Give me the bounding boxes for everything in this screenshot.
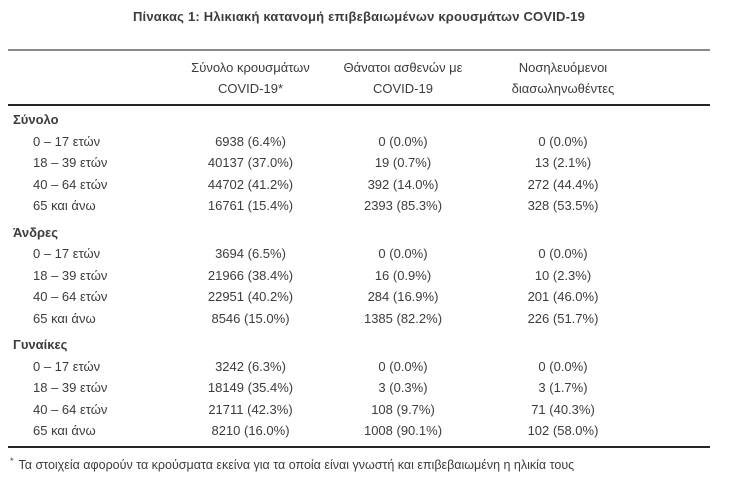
age-cell: 0 – 17 ετών bbox=[33, 358, 101, 374]
cases-cell: 3242 (6.3%) bbox=[215, 358, 286, 374]
deaths-cell: 3 (0.3%) bbox=[378, 380, 428, 395]
table-row: 18 – 39 ετών 18149 (35.4%) 3 (0.3%) 3 (1… bbox=[8, 377, 710, 399]
age-cell: 65 και άνω bbox=[33, 423, 96, 438]
cases-cell: 6938 (6.4%) bbox=[215, 133, 286, 149]
deaths-cell: 284 (16.9%) bbox=[367, 289, 439, 304]
age-cell: 18 – 39 ετών bbox=[33, 380, 108, 395]
spacer-cell bbox=[648, 308, 710, 330]
cases-cell: 16761 (15.4%) bbox=[207, 198, 294, 213]
col-header-empty bbox=[8, 50, 173, 106]
cases-cell: 40137 (37.0%) bbox=[207, 155, 294, 170]
intubated-cell: 13 (2.1%) bbox=[534, 155, 592, 170]
age-cell: 18 – 39 ετών bbox=[33, 155, 108, 170]
col-header-cases: Σύνολο κρουσμάτων COVID-19* bbox=[173, 50, 328, 106]
intubated-cell: 71 (40.3%) bbox=[531, 401, 595, 417]
col-header-intubated-line1: Νοσηλευόμενοι bbox=[518, 60, 608, 75]
col-header-intubated-line2: διασωληνωθέντες bbox=[511, 81, 615, 96]
cases-cell: 44702 (41.2%) bbox=[207, 176, 294, 192]
spacer-cell bbox=[648, 356, 710, 378]
intubated-cell: 0 (0.0%) bbox=[538, 133, 588, 149]
age-cell: 0 – 17 ετών bbox=[33, 246, 101, 261]
deaths-cell: 2393 (85.3%) bbox=[363, 198, 443, 213]
table-row: 40 – 64 ετών 21711 (42.3%) 108 (9.7%) 71… bbox=[8, 399, 710, 421]
covid-age-table: Σύνολο κρουσμάτων COVID-19* Θάνατοι ασθε… bbox=[8, 49, 710, 448]
spacer-cell bbox=[648, 265, 710, 287]
table-row: 40 – 64 ετών 22951 (40.2%) 284 (16.9%) 2… bbox=[8, 286, 710, 308]
spacer-cell bbox=[648, 286, 710, 308]
intubated-cell: 328 (53.5%) bbox=[527, 198, 599, 213]
section-women: Γυναίκες bbox=[8, 329, 710, 356]
cases-cell: 22951 (40.2%) bbox=[207, 289, 294, 304]
table-row: 65 και άνω 8210 (16.0%) 1008 (90.1%) 102… bbox=[8, 420, 710, 447]
table-row: 40 – 64 ετών 44702 (41.2%) 392 (14.0%) 2… bbox=[8, 174, 710, 196]
col-header-spacer bbox=[648, 50, 710, 106]
table-row: 65 και άνω 8546 (15.0%) 1385 (82.2%) 226… bbox=[8, 308, 710, 330]
header-row: Σύνολο κρουσμάτων COVID-19* Θάνατοι ασθε… bbox=[8, 50, 710, 106]
intubated-cell: 102 (58.0%) bbox=[527, 423, 599, 438]
spacer-cell bbox=[648, 174, 710, 196]
section-men: Άνδρες bbox=[8, 217, 710, 244]
col-header-deaths: Θάνατοι ασθενών με COVID-19 bbox=[328, 50, 478, 106]
table-row: 18 – 39 ετών 40137 (37.0%) 19 (0.7%) 13 … bbox=[8, 152, 710, 174]
cases-cell: 3694 (6.5%) bbox=[215, 246, 286, 261]
intubated-cell: 272 (44.4%) bbox=[527, 176, 599, 192]
age-cell: 18 – 39 ετών bbox=[33, 267, 108, 283]
spacer-cell bbox=[648, 377, 710, 399]
footnote: * Τα στοιχεία αφορούν τα κρούσματα εκείνα… bbox=[10, 453, 730, 473]
deaths-cell: 108 (9.7%) bbox=[371, 401, 435, 417]
deaths-cell: 19 (0.7%) bbox=[374, 155, 432, 170]
intubated-cell: 3 (1.7%) bbox=[538, 380, 588, 395]
age-cell: 65 και άνω bbox=[33, 198, 96, 213]
spacer-cell bbox=[648, 420, 710, 447]
footnote-text: Τα στοιχεία αφορούν τα κρούσματα εκείνα … bbox=[18, 457, 575, 472]
intubated-cell: 0 (0.0%) bbox=[538, 246, 588, 261]
table-row: 0 – 17 ετών 6938 (6.4%) 0 (0.0%) 0 (0.0%… bbox=[8, 131, 710, 153]
deaths-cell: 0 (0.0%) bbox=[378, 133, 428, 149]
age-cell: 40 – 64 ετών bbox=[33, 289, 108, 304]
intubated-cell: 0 (0.0%) bbox=[538, 358, 588, 374]
age-cell: 65 και άνω bbox=[33, 310, 96, 326]
intubated-cell: 226 (51.7%) bbox=[527, 310, 599, 326]
table-row: 0 – 17 ετών 3242 (6.3%) 0 (0.0%) 0 (0.0%… bbox=[8, 356, 710, 378]
cases-cell: 21711 (42.3%) bbox=[208, 401, 293, 417]
cases-cell: 21966 (38.4%) bbox=[207, 267, 294, 283]
cases-cell: 18149 (35.4%) bbox=[207, 380, 294, 395]
spacer-cell bbox=[648, 131, 710, 153]
deaths-cell: 0 (0.0%) bbox=[378, 358, 428, 374]
spacer-cell bbox=[648, 399, 710, 421]
col-header-cases-line2: COVID-19* bbox=[217, 81, 284, 96]
section-total: Σύνολο bbox=[8, 105, 710, 131]
age-cell: 40 – 64 ετών bbox=[33, 401, 108, 417]
table-row: 65 και άνω 16761 (15.4%) 2393 (85.3%) 32… bbox=[8, 195, 710, 217]
section-label: Άνδρες bbox=[13, 224, 58, 240]
deaths-cell: 1008 (90.1%) bbox=[363, 423, 443, 438]
deaths-cell: 1385 (82.2%) bbox=[363, 310, 443, 326]
col-header-cases-line1: Σύνολο κρουσμάτων bbox=[191, 60, 310, 75]
page-title: Πίνακας 1: Ηλικιακή κατανομή επιβεβαιωμέ… bbox=[132, 9, 586, 24]
col-header-deaths-line1: Θάνατοι ασθενών με bbox=[343, 60, 463, 75]
age-cell: 0 – 17 ετών bbox=[33, 133, 101, 149]
spacer-cell bbox=[648, 243, 710, 265]
intubated-cell: 201 (46.0%) bbox=[527, 289, 599, 304]
table-row: 18 – 39 ετών 21966 (38.4%) 16 (0.9%) 10 … bbox=[8, 265, 710, 287]
cases-cell: 8210 (16.0%) bbox=[211, 423, 290, 438]
spacer-cell bbox=[648, 195, 710, 217]
age-cell: 40 – 64 ετών bbox=[33, 176, 108, 192]
cases-cell: 8546 (15.0%) bbox=[211, 310, 290, 326]
spacer-cell bbox=[648, 152, 710, 174]
page: { "title": "Πίνακας 1: Ηλικιακή κατανομή… bbox=[0, 9, 730, 491]
section-label: Σύνολο bbox=[13, 112, 59, 127]
deaths-cell: 392 (14.0%) bbox=[367, 176, 439, 192]
deaths-cell: 16 (0.9%) bbox=[374, 267, 432, 283]
section-label: Γυναίκες bbox=[13, 337, 68, 352]
footnote-asterisk: * bbox=[10, 455, 14, 466]
intubated-cell: 10 (2.3%) bbox=[534, 267, 592, 283]
table-row: 0 – 17 ετών 3694 (6.5%) 0 (0.0%) 0 (0.0%… bbox=[8, 243, 710, 265]
deaths-cell: 0 (0.0%) bbox=[378, 246, 428, 261]
col-header-intubated: Νοσηλευόμενοι διασωληνωθέντες bbox=[478, 50, 648, 106]
col-header-deaths-line2: COVID-19 bbox=[373, 81, 433, 96]
